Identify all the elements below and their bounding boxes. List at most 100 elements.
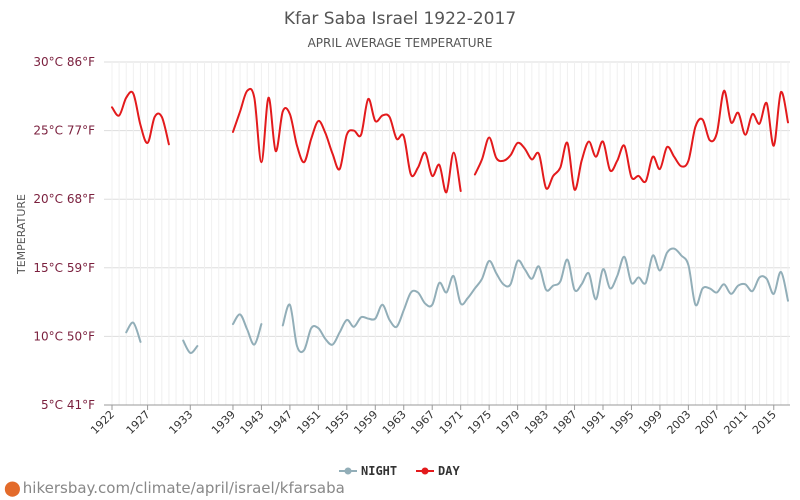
data-point-night[interactable] [629, 281, 633, 285]
data-point-night[interactable] [195, 344, 199, 348]
data-point-night[interactable] [444, 290, 448, 294]
data-point-night[interactable] [331, 343, 335, 347]
data-point-night[interactable] [281, 323, 285, 327]
data-point-day[interactable] [672, 155, 676, 159]
data-point-day[interactable] [679, 164, 683, 168]
data-point-night[interactable] [651, 253, 655, 257]
data-point-night[interactable] [395, 325, 399, 329]
data-point-day[interactable] [651, 155, 655, 159]
data-point-day[interactable] [160, 115, 164, 119]
data-point-night[interactable] [288, 303, 292, 307]
data-point-night[interactable] [402, 308, 406, 312]
data-point-night[interactable] [466, 296, 470, 300]
data-point-night[interactable] [338, 330, 342, 334]
data-point-day[interactable] [295, 144, 299, 148]
data-point-day[interactable] [658, 167, 662, 171]
data-point-day[interactable] [309, 137, 313, 141]
data-point-day[interactable] [395, 137, 399, 141]
data-point-night[interactable] [359, 315, 363, 319]
data-point-night[interactable] [750, 289, 754, 293]
data-point-night[interactable] [537, 264, 541, 268]
data-point-night[interactable] [309, 326, 313, 330]
data-point-night[interactable] [473, 286, 477, 290]
data-point-day[interactable] [380, 114, 384, 118]
data-point-night[interactable] [608, 286, 612, 290]
data-point-night[interactable] [622, 255, 626, 259]
data-point-night[interactable] [779, 270, 783, 274]
data-point-day[interactable] [110, 105, 114, 109]
data-point-day[interactable] [750, 112, 754, 116]
data-point-day[interactable] [758, 122, 762, 126]
data-point-night[interactable] [508, 282, 512, 286]
data-point-day[interactable] [437, 163, 441, 167]
data-point-night[interactable] [644, 281, 648, 285]
data-point-day[interactable] [615, 159, 619, 163]
data-point-day[interactable] [644, 179, 648, 183]
data-point-day[interactable] [622, 144, 626, 148]
data-point-day[interactable] [288, 112, 292, 116]
data-point-night[interactable] [437, 281, 441, 285]
data-point-night[interactable] [373, 317, 377, 321]
data-point-day[interactable] [708, 138, 712, 142]
data-point-night[interactable] [409, 290, 413, 294]
data-point-day[interactable] [388, 115, 392, 119]
data-point-day[interactable] [508, 153, 512, 157]
data-point-day[interactable] [558, 166, 562, 170]
data-point-day[interactable] [124, 96, 128, 100]
data-point-night[interactable] [352, 325, 356, 329]
data-point-night[interactable] [722, 282, 726, 286]
data-point-day[interactable] [537, 152, 541, 156]
data-point-night[interactable] [252, 343, 256, 347]
data-point-night[interactable] [516, 259, 520, 263]
data-point-night[interactable] [551, 284, 555, 288]
data-point-night[interactable] [259, 322, 263, 326]
data-point-day[interactable] [786, 120, 790, 124]
data-point-night[interactable] [494, 271, 498, 275]
data-point-day[interactable] [743, 133, 747, 137]
data-point-night[interactable] [672, 247, 676, 251]
data-point-night[interactable] [302, 348, 306, 352]
data-point-night[interactable] [388, 318, 392, 322]
data-point-day[interactable] [245, 89, 249, 93]
data-point-night[interactable] [565, 258, 569, 262]
data-point-day[interactable] [608, 168, 612, 172]
data-point-day[interactable] [366, 97, 370, 101]
data-point-day[interactable] [373, 119, 377, 123]
data-point-day[interactable] [565, 141, 569, 145]
data-point-day[interactable] [693, 124, 697, 128]
data-point-day[interactable] [573, 188, 577, 192]
data-point-day[interactable] [665, 145, 669, 149]
data-point-night[interactable] [380, 303, 384, 307]
data-point-night[interactable] [323, 337, 327, 341]
data-point-night[interactable] [238, 312, 242, 316]
data-point-night[interactable] [701, 286, 705, 290]
legend-item-night[interactable]: NIGHT [339, 464, 397, 478]
data-point-night[interactable] [594, 297, 598, 301]
data-point-day[interactable] [402, 134, 406, 138]
data-point-day[interactable] [267, 96, 271, 100]
data-point-night[interactable] [487, 259, 491, 263]
data-point-day[interactable] [331, 152, 335, 156]
data-point-day[interactable] [281, 109, 285, 113]
data-point-night[interactable] [615, 274, 619, 278]
data-point-night[interactable] [138, 340, 142, 344]
data-point-day[interactable] [138, 123, 142, 127]
data-point-day[interactable] [473, 173, 477, 177]
data-point-night[interactable] [366, 317, 370, 321]
data-point-day[interactable] [316, 119, 320, 123]
data-point-day[interactable] [231, 130, 235, 134]
data-point-night[interactable] [245, 328, 249, 332]
data-point-day[interactable] [629, 175, 633, 179]
data-point-day[interactable] [146, 141, 150, 145]
data-point-day[interactable] [701, 118, 705, 122]
data-point-day[interactable] [494, 156, 498, 160]
data-point-day[interactable] [487, 135, 491, 139]
data-point-day[interactable] [459, 189, 463, 193]
data-point-day[interactable] [544, 186, 548, 190]
data-point-night[interactable] [530, 277, 534, 281]
data-point-day[interactable] [238, 109, 242, 113]
data-point-night[interactable] [345, 318, 349, 322]
data-point-night[interactable] [758, 275, 762, 279]
data-point-day[interactable] [594, 155, 598, 159]
data-point-day[interactable] [352, 129, 356, 133]
